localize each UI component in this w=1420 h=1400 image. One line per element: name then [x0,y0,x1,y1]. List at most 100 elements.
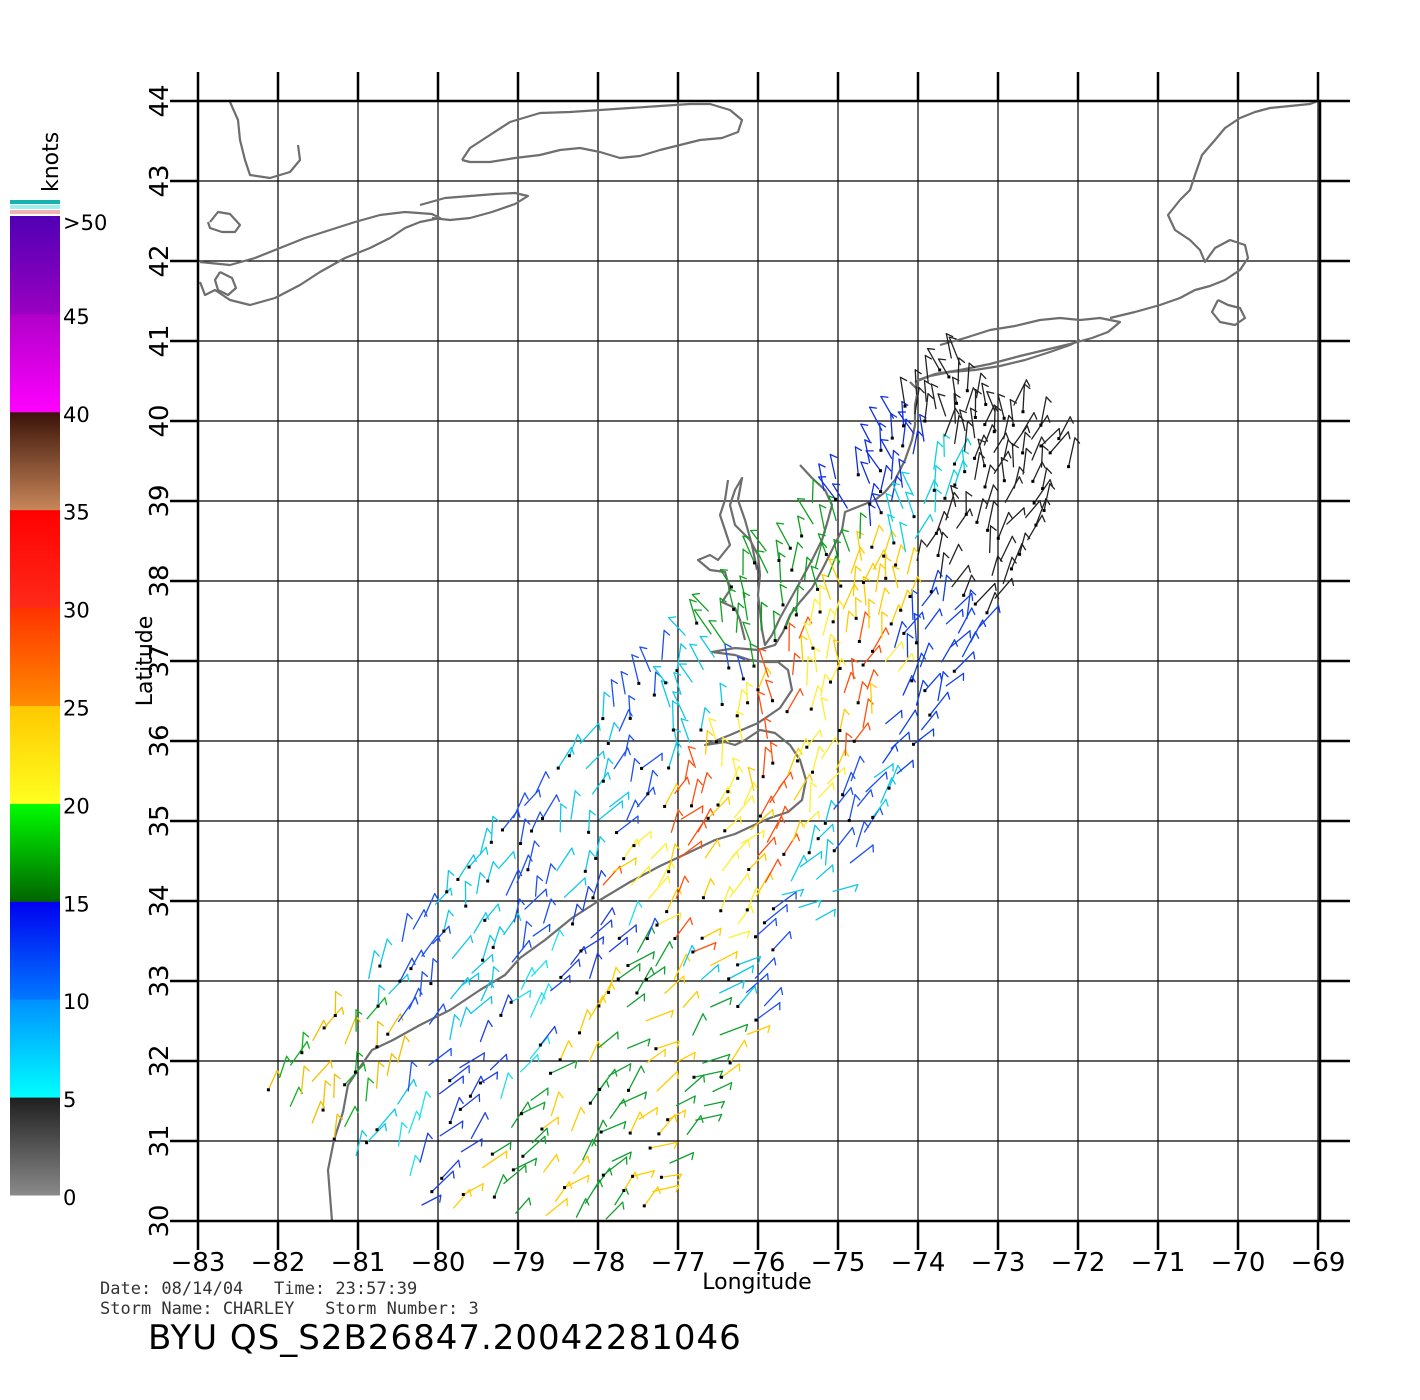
wind-barb [591,1119,608,1147]
wind-barb [757,691,766,715]
coastline-lake-ontario [461,102,744,164]
coastline-lake-erie [198,210,442,307]
wind-barb [952,438,972,466]
wind-barb [957,607,976,634]
wind-barb [885,709,903,725]
wind-barb [626,951,655,968]
wind-barb [975,372,987,399]
wind-barb [588,1079,610,1105]
wind-barb [700,927,722,940]
wind-barb [708,620,726,646]
wind-barb [1042,483,1056,512]
colorbar-tick-label: 25 [63,697,90,721]
wind-barb [826,767,846,785]
lat-tick-label: 41 [145,324,175,357]
wind-barb [628,695,636,720]
wind-barb [706,796,731,820]
wind-barb [723,816,742,833]
wind-barb [661,629,671,660]
wind-barb [912,728,935,746]
wind-barb [486,861,499,883]
wind-barb [859,512,867,539]
wind-barb [749,643,758,668]
wind-barb [747,766,756,792]
wind-barb [704,730,714,755]
wind-barb [857,789,874,807]
wind-barb [897,411,915,435]
wind-barb [742,591,751,621]
lon-tick-label: −83 [171,1248,226,1278]
wind-barb [322,1006,345,1030]
wind-barb [761,746,772,779]
wind-barb [740,830,765,844]
wind-barb [531,1127,549,1144]
colorbar-tick-label: 40 [63,403,90,427]
wind-barb [278,1055,292,1079]
wind-barb [981,382,989,407]
wind-barb [398,957,416,983]
wind-barb [857,611,871,643]
wind-barb [929,569,943,594]
wind-barb [772,610,781,643]
wind-barb [1021,412,1038,433]
wind-barb [429,958,440,986]
wind-barb [731,839,751,858]
wind-barb [816,823,835,841]
wind-barb [817,533,828,557]
wind-barb [449,1014,461,1040]
wind-barb [550,974,571,992]
coastline-west-ontario [213,271,238,297]
wind-barb [601,757,614,783]
lat-tick-label: 30 [145,1204,175,1237]
wind-barb [798,616,813,639]
wind-barb [559,958,581,979]
wind-barb [847,793,861,823]
wind-barb [684,759,695,781]
wind-barb [943,433,951,458]
wind-barb [1006,507,1026,525]
colorbar-tick-label: 0 [63,1186,76,1210]
wind-barb [673,672,682,695]
wind-barb [300,1065,310,1095]
wind-barb [855,820,869,848]
wind-barb [655,941,674,967]
wind-barb [865,450,883,473]
wind-barb [616,963,641,981]
wind-barb [850,755,865,782]
wind-barb [652,1184,680,1193]
wind-barb [451,935,474,959]
colorbar-tick-label: 5 [63,1088,76,1112]
wind-barb [631,654,641,685]
wind-barb [375,1020,384,1049]
wind-barb [632,830,652,848]
wind-barb [1057,416,1074,441]
wind-barb [928,691,951,717]
wind-barb [579,722,601,744]
wind-barb [1040,445,1049,468]
wind-barb [964,491,973,516]
wind-barb [877,587,890,616]
wind-barb [721,851,740,872]
wind-barb [613,747,631,770]
wind-barb [818,584,827,614]
wind-barb [397,1121,408,1147]
wind-barb [532,923,551,937]
plot-area: −83 −82 −81 −80 −79 −78 −77 −76 −75 −74 −73 −72 −71−… [133,72,1350,1295]
wind-barb [894,620,908,648]
wind-barb [733,795,755,818]
wind-barb [476,872,486,895]
wind-barb [489,815,499,844]
wind-barb [520,967,536,990]
map-grid [197,100,1320,1222]
wind-barb [891,482,904,509]
wind-barb [921,586,939,607]
wind-barb [614,1187,629,1206]
wind-barb [500,1072,514,1099]
wind-barb [397,1035,410,1064]
wind-barb [655,912,682,927]
wind-barb [850,657,859,680]
wind-barb [726,765,744,794]
colorbar-band [10,1097,60,1196]
wind-barb [861,644,882,667]
